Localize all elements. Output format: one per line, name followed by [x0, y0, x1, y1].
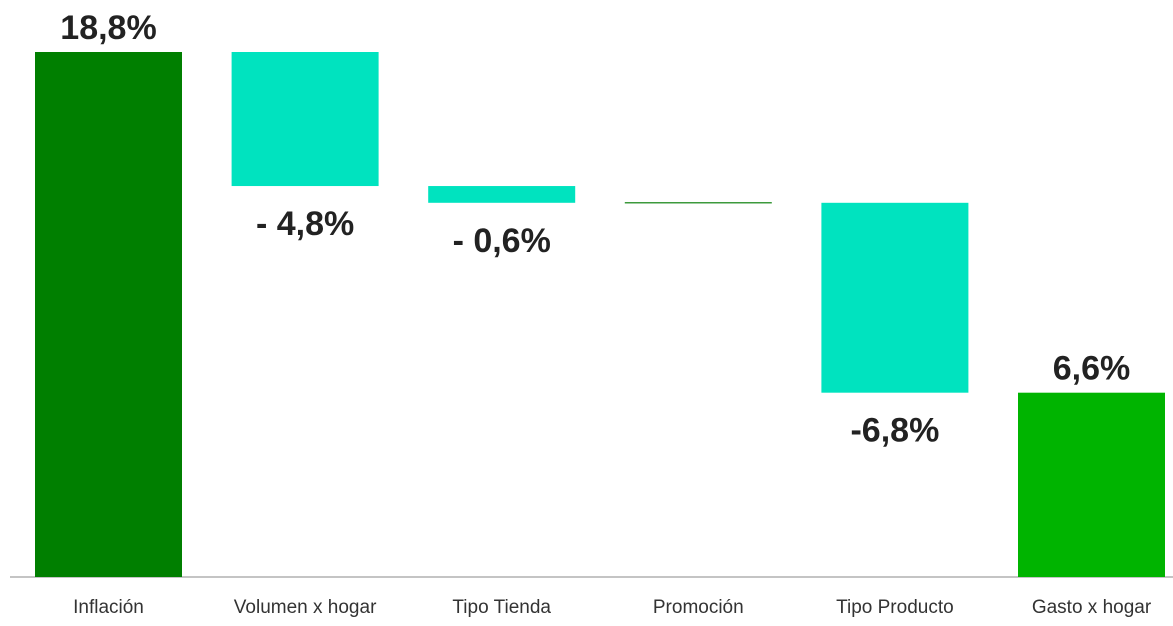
- value-label: -6,8%: [850, 412, 939, 450]
- x-tick-label: Tipo Producto: [836, 597, 954, 618]
- value-label: - 4,8%: [256, 205, 354, 243]
- bar: [428, 186, 576, 203]
- x-tick-label: Inflación: [73, 597, 144, 618]
- bar: [35, 52, 182, 577]
- bar: [231, 52, 379, 187]
- x-tick-label: Tipo Tienda: [452, 597, 551, 618]
- value-label: 6,6%: [1053, 350, 1131, 388]
- x-tick-label: Volumen x hogar: [234, 597, 377, 618]
- value-label: 18,8%: [60, 9, 156, 47]
- bar: [1018, 392, 1165, 577]
- x-tick-label: Promoción: [653, 597, 744, 618]
- bar: [821, 202, 969, 393]
- x-tick-label: Gasto x hogar: [1032, 597, 1152, 618]
- value-label: - 0,6%: [453, 222, 551, 260]
